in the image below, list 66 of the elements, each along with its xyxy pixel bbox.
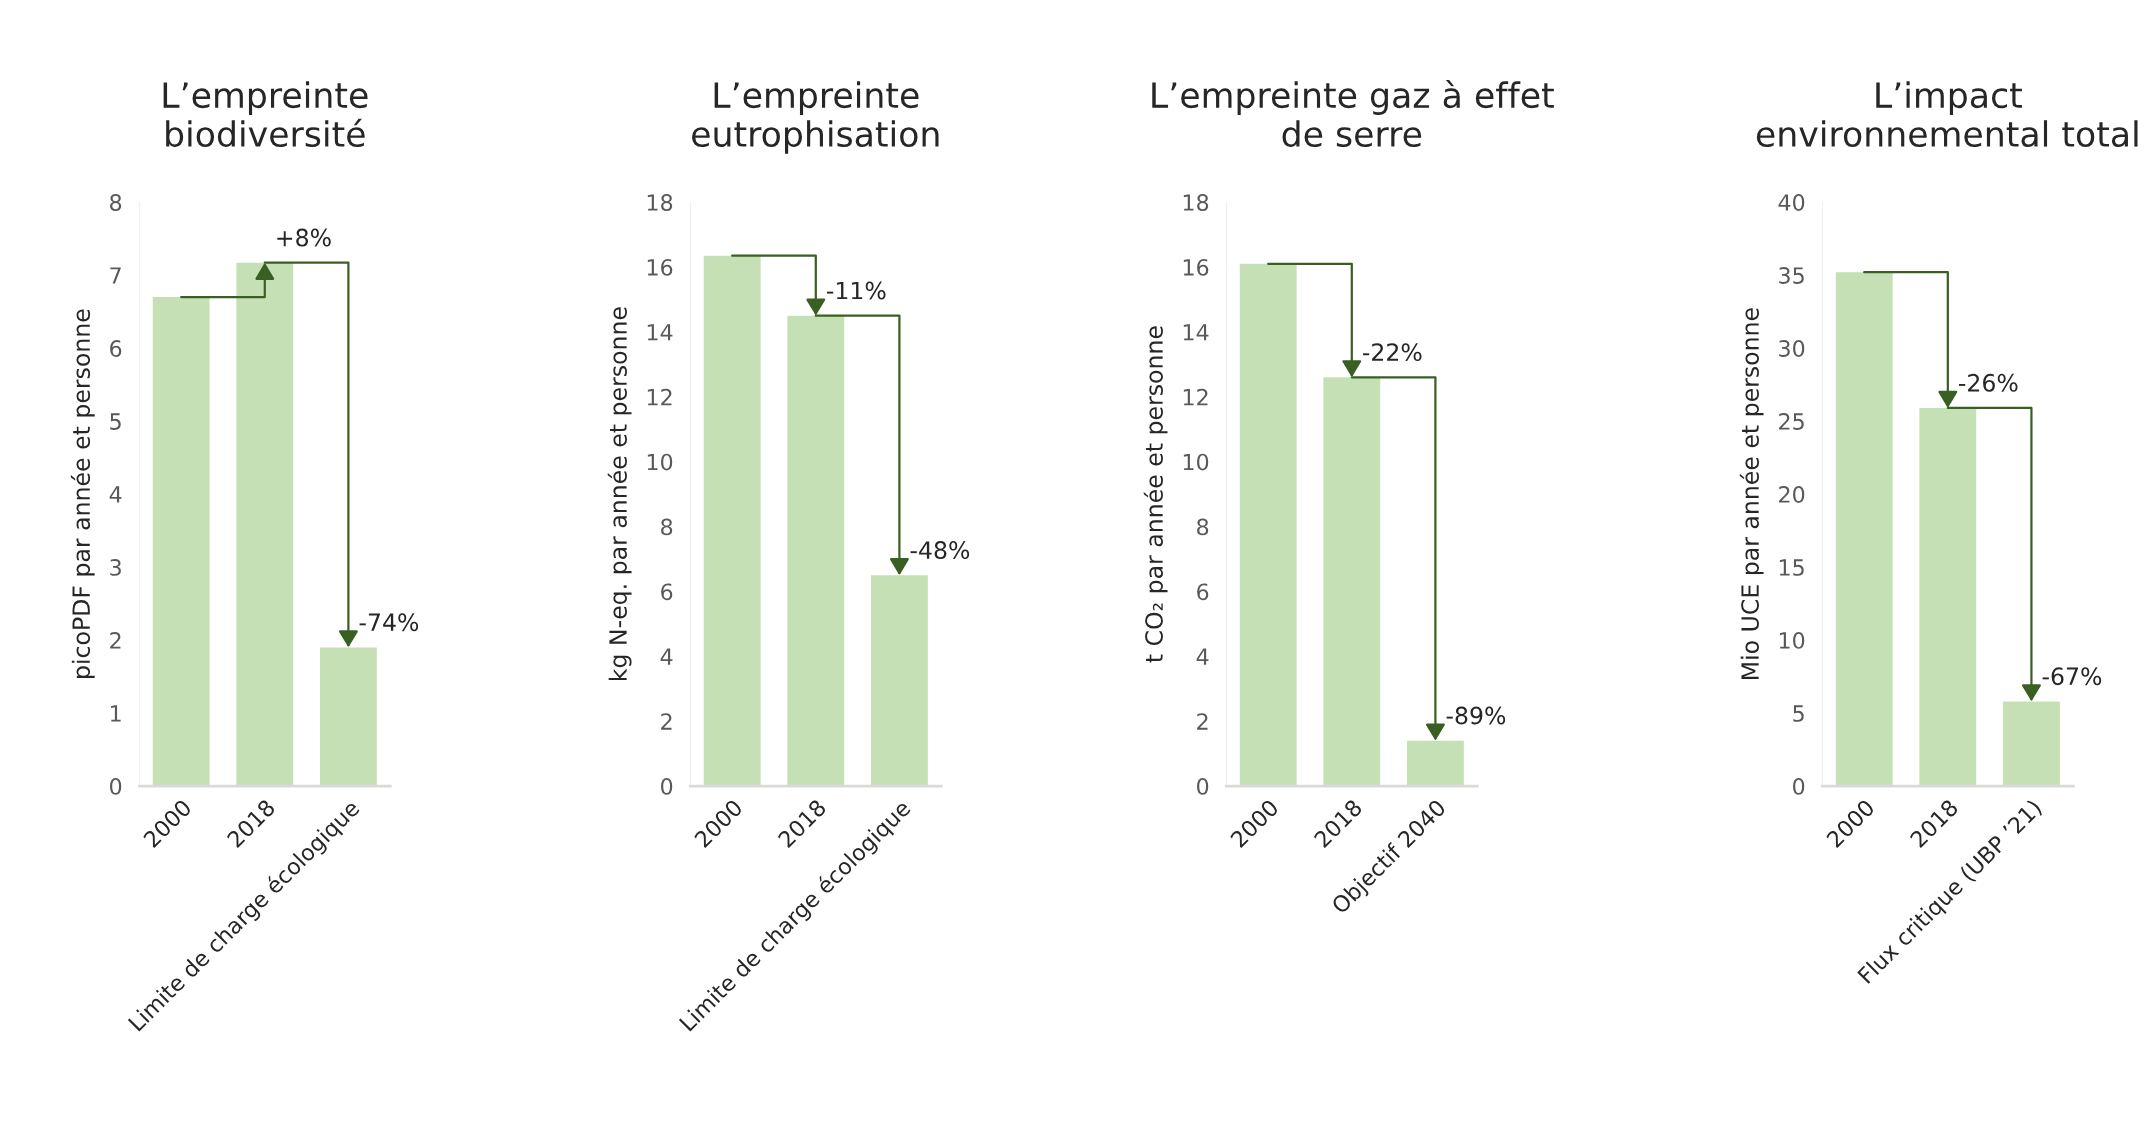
bar [703, 255, 761, 787]
y-tick-label: 8 [1197, 518, 1209, 536]
y-tick-label: 4 [109, 486, 122, 503]
chart-title: L’impact environnemental total [1756, 81, 2138, 148]
bar [1919, 407, 1977, 787]
annotation: -48% [910, 541, 970, 559]
y-tick-label: 18 [647, 194, 673, 211]
annotation: -22% [1362, 343, 1422, 362]
chart-title: L’empreinte gaz à effet de serre [1152, 79, 1554, 148]
bar [236, 262, 294, 787]
bar [1323, 377, 1381, 787]
y-tick-label: 0 [1197, 778, 1209, 795]
bar [319, 647, 377, 787]
bar [870, 575, 928, 787]
y-tick-label: 1 [111, 705, 121, 722]
y-tick-label: 8 [110, 194, 122, 211]
y-tick-label: 14 [1183, 324, 1209, 341]
y-tick-label: 10 [1779, 632, 1805, 649]
y-tick-label: 40 [1778, 194, 1805, 211]
bar [1239, 263, 1297, 787]
annotation: -26% [1959, 373, 2018, 392]
annotation: -89% [1446, 706, 1506, 725]
y-tick-label: 6 [110, 340, 122, 357]
y-tick-label: 7 [110, 267, 121, 284]
y-tick-label: 2 [1197, 713, 1208, 730]
chart-title: L’empreinte biodiversité [163, 81, 368, 148]
y-tick-label: 2 [110, 632, 121, 649]
y-tick-label: 5 [110, 413, 121, 430]
y-tick-label: 18 [1183, 194, 1209, 211]
y-tick-label: 12 [647, 388, 672, 406]
y-tick-label: 15 [1779, 559, 1804, 576]
annotation: -67% [2042, 667, 2102, 686]
y-tick-label: 6 [1197, 583, 1209, 601]
annotation: -74% [359, 613, 419, 632]
y-tick-label: 20 [1779, 486, 1805, 503]
y-tick-label: 2 [661, 713, 672, 730]
y-tick-label: 30 [1779, 340, 1805, 357]
y-tick-label: 6 [661, 583, 673, 601]
y-tick-label: 0 [110, 778, 122, 795]
y-tick-label: 4 [660, 648, 673, 665]
y-tick-label: 16 [647, 258, 673, 276]
y-tick-label: 10 [1183, 453, 1209, 471]
y-axis-title: picoPDF par année et personne [70, 309, 95, 678]
y-tick-label: 8 [661, 518, 673, 536]
y-tick-label: 0 [661, 778, 673, 795]
annotation: -11% [826, 281, 886, 300]
y-tick-label: 0 [1793, 778, 1805, 795]
bar [787, 315, 845, 787]
y-axis-title: t CO₂ par année et personne [1143, 326, 1168, 663]
annotation: +8% [277, 228, 331, 247]
y-axis-title: Mio UCE par année et personne [1739, 308, 1764, 680]
y-axis-title: kg N-eq. par année et personne [607, 307, 632, 681]
y-tick-label: 3 [110, 559, 121, 576]
y-tick-label: 14 [647, 324, 673, 341]
bar [1406, 740, 1464, 787]
y-tick-label: 16 [1183, 258, 1209, 276]
y-tick-label: 35 [1779, 267, 1804, 284]
y-tick-label: 10 [647, 453, 673, 471]
chart-title: L’empreinte eutrophisation [692, 81, 939, 154]
bar [1835, 272, 1893, 787]
y-tick-label: 12 [1183, 388, 1208, 406]
bar [2003, 701, 2060, 787]
y-tick-label: 25 [1779, 413, 1804, 430]
y-tick-label: 4 [1196, 648, 1209, 665]
bar [152, 297, 210, 787]
y-tick-label: 5 [1793, 705, 1804, 722]
